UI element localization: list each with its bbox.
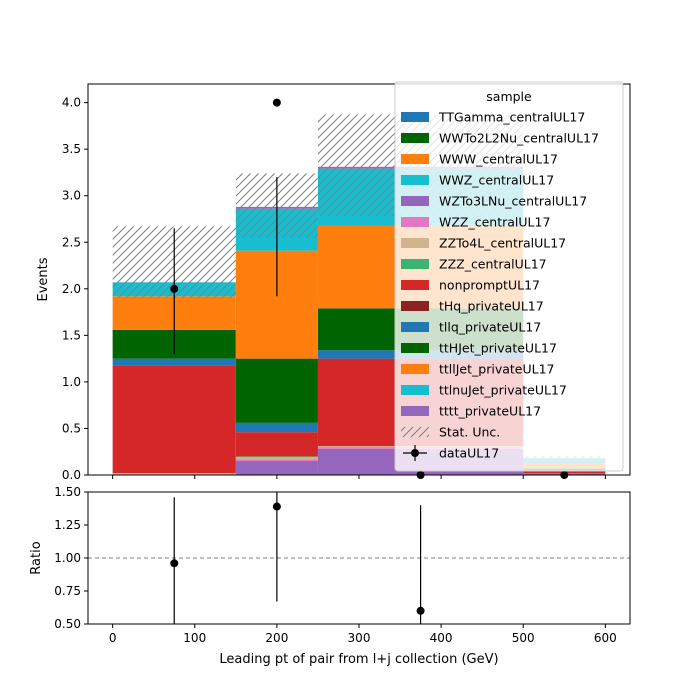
legend-label-4: WZTo3LNu_centralUL17 — [439, 194, 587, 209]
legend-label-13: ttlnuJet_privateUL17 — [439, 383, 567, 398]
legend-label-9: tHq_privateUL17 — [439, 299, 544, 314]
legend-swatch-14 — [401, 406, 429, 416]
legend-swatch-2 — [401, 154, 429, 164]
legend-swatch-8 — [401, 280, 429, 290]
ratio-ytick-label-2: 1.00 — [54, 551, 81, 565]
legend-swatch-3 — [401, 175, 429, 185]
legend-label-10: tllq_privateUL17 — [439, 320, 541, 335]
legend-label-2: WWW_centralUL17 — [439, 152, 558, 167]
main-ytick-label-7: 3.5 — [62, 142, 81, 156]
main-ytick-label-4: 2.0 — [62, 282, 81, 296]
main-ylabel: Events — [36, 257, 51, 301]
ratio-ylabel: Ratio — [29, 541, 44, 574]
legend-title: sample — [486, 89, 532, 104]
ratio-xtick-label-2: 200 — [265, 631, 288, 645]
main-ytick-label-3: 1.5 — [62, 328, 81, 342]
legend-label-0: TTGamma_centralUL17 — [438, 110, 585, 125]
stack-bar-nonpromptUL17-1 — [235, 432, 318, 457]
stack-bar-ZZZ_centralUL17-1 — [235, 456, 318, 458]
ratio-xtick-label-5: 500 — [512, 631, 535, 645]
legend-label-3: WWZ_centralUL17 — [439, 173, 554, 188]
legend-label-12: ttllJet_privateUL17 — [439, 362, 555, 377]
legend-swatch-13 — [401, 385, 429, 395]
legend-label-6: ZZTo4L_centralUL17 — [439, 236, 566, 251]
legend-label-14: tttt_privateUL17 — [439, 404, 541, 419]
stack-bar-tllq_privateUL17-0 — [112, 358, 236, 366]
main-ytick-label-8: 4.0 — [62, 96, 81, 110]
stack-bar-ZZTo4L_centralUL17-1 — [235, 457, 318, 460]
main-ytick-label-2: 1.0 — [62, 375, 81, 389]
legend-swatch-6 — [401, 238, 429, 248]
main-ytick-label-5: 2.5 — [62, 235, 81, 249]
xaxis-label: Leading pt of pair from l+j collection (… — [219, 652, 498, 667]
legend-label-stat-unc: Stat. Unc. — [439, 425, 500, 440]
legend-label-1: WWTo2L2Nu_centralUL17 — [439, 131, 599, 146]
stack-bar-WZTo3LNu_centralUL17-1 — [235, 461, 318, 475]
main-ytick-label-6: 3.0 — [62, 189, 81, 203]
ratio-point-0 — [170, 559, 179, 568]
ratio-ytick-label-3: 1.25 — [54, 518, 81, 532]
ratio-point-2 — [416, 606, 425, 615]
ratio-axes-frame — [87, 491, 631, 625]
stack-bar-WZZ_centralUL17-1 — [235, 459, 318, 462]
legend-swatch-7 — [401, 259, 429, 269]
data-point-1 — [272, 98, 281, 107]
stack-bar-tllq_privateUL17-1 — [235, 422, 318, 433]
legend-data-marker — [411, 449, 419, 457]
legend-box — [394, 81, 624, 472]
ratio-point-1 — [272, 502, 281, 511]
legend-label-11: ttHJet_privateUL17 — [439, 341, 557, 356]
legend-label-data: dataUL17 — [439, 446, 499, 461]
legend-label-8: nonpromptUL17 — [439, 278, 540, 293]
ratio-ytick-label-1: 0.75 — [54, 584, 81, 598]
ratio-ytick-label-4: 1.50 — [54, 485, 81, 499]
ratio-xtick-label-4: 400 — [430, 631, 453, 645]
legend-swatch-9 — [401, 301, 429, 311]
data-point-0 — [170, 284, 179, 293]
legend-swatch-10 — [401, 322, 429, 332]
stack-bar-ZZTo4L_centralUL17-0 — [112, 473, 236, 475]
ratio-xtick-label-3: 300 — [348, 631, 371, 645]
legend-label-5: WZZ_centralUL17 — [439, 215, 550, 230]
ratio-xtick-label-1: 100 — [183, 631, 206, 645]
main-ytick-label-1: 0.5 — [62, 421, 81, 435]
legend: sample TTGamma_centralUL17 WWTo2L2Nu_centr… — [394, 81, 624, 472]
legend-swatch-4 — [401, 196, 429, 206]
legend-swatch-5 — [401, 217, 429, 227]
legend-swatch-11 — [401, 343, 429, 353]
legend-swatch-1 — [401, 133, 429, 143]
legend-swatch-12 — [401, 364, 429, 374]
ratio-panel: 0.50 0.75 1.00 1.25 1.50 0 100 200 300 400 500 600 R… — [29, 485, 631, 667]
stack-bar-nonpromptUL17-0 — [112, 365, 236, 474]
stack-bar-ttHJet_privateUL17-1 — [235, 358, 318, 423]
legend-swatch-0 — [401, 112, 429, 122]
legend-swatch-stat-unc — [401, 427, 429, 437]
legend-label-7: ZZZ_centralUL17 — [439, 257, 547, 272]
ratio-xtick-label-0: 0 — [109, 631, 117, 645]
main-ytick-label-0: 0.0 — [62, 468, 81, 482]
ratio-xtick-label-6: 600 — [594, 631, 617, 645]
ratio-ytick-label-0: 0.50 — [54, 617, 81, 631]
main-panel: 0.0 0.5 1.0 1.5 2.0 2.5 3.0 3.5 4.0 Events — [36, 83, 631, 482]
